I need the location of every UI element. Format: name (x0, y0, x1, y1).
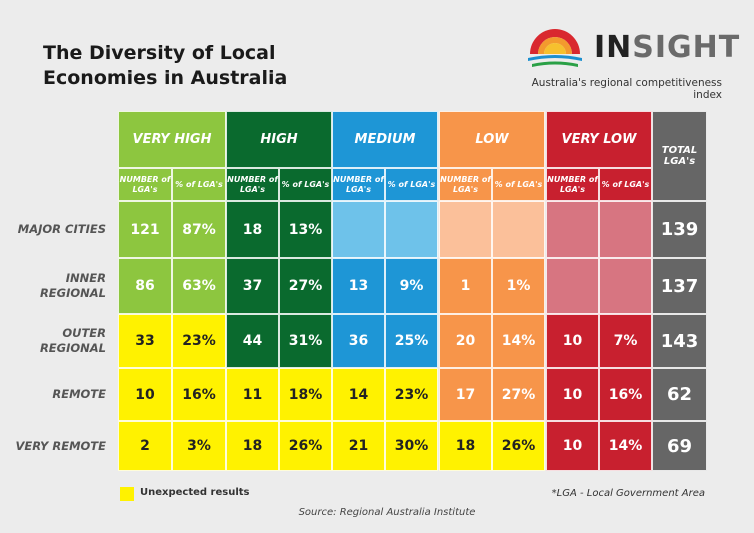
cell-number: 13 (332, 258, 385, 314)
cell-percent (599, 201, 652, 258)
cell-percent (599, 258, 652, 314)
subheader-percent: % of LGA's (172, 168, 226, 201)
cell-percent: 14% (492, 314, 545, 368)
column-header-medium: MEDIUM (332, 111, 438, 168)
column-header-high: HIGH (226, 111, 332, 168)
row-label: INNER REGIONAL (39, 271, 106, 300)
cell-number: 21 (332, 421, 385, 471)
row-label: VERY REMOTE (15, 438, 106, 453)
cell-number: 18 (226, 201, 279, 258)
cell-percent: 3% (172, 421, 226, 471)
column-header-total: TOTAL LGA's (652, 111, 707, 201)
cell-percent: 87% (172, 201, 226, 258)
source-note: Source: Regional Australia Institute (298, 507, 476, 518)
cell-number: 121 (118, 201, 172, 258)
subheader-percent: % of LGA's (599, 168, 652, 201)
cell-percent (492, 201, 545, 258)
column-header-low: LOW (439, 111, 545, 168)
cell-number: 36 (332, 314, 385, 368)
cell-number: 10 (546, 314, 599, 368)
cell-percent: 26% (279, 421, 332, 471)
subheader-percent: % of LGA's (279, 168, 332, 201)
cell-percent: 9% (385, 258, 438, 314)
logo-tagline: Australia's regional competitiveness ind… (531, 77, 722, 101)
cell-percent: 18% (279, 368, 332, 421)
cell-number (546, 258, 599, 314)
cell-percent: 27% (279, 258, 332, 314)
cell-number: 37 (226, 258, 279, 314)
cell-total: 69 (652, 421, 707, 471)
chart-title-line-1: The Diversity of Local (43, 42, 276, 64)
row-label: MAJOR CITIES (17, 222, 106, 236)
subheader-number: NUMBER of LGA's (332, 168, 385, 201)
row-label: REMOTE (52, 387, 106, 401)
subheader-number: NUMBER of LGA's (439, 168, 492, 201)
cell-number: 18 (226, 421, 279, 471)
rainbow-emblem-icon (528, 29, 582, 67)
logo-prefix: IN (594, 30, 633, 65)
cell-percent: 16% (172, 368, 226, 421)
cell-number (439, 201, 492, 258)
cell-percent: 23% (172, 314, 226, 368)
subheader-percent: % of LGA's (385, 168, 438, 201)
cell-number: 14 (332, 368, 385, 421)
subheader-number: NUMBER of LGA's (226, 168, 279, 201)
cell-percent: 30% (385, 421, 438, 471)
cell-total: 139 (652, 201, 707, 258)
cell-number (546, 201, 599, 258)
legend-swatch-unexpected (120, 487, 134, 501)
cell-total: 62 (652, 368, 707, 421)
cell-number: 10 (118, 368, 172, 421)
chart-title: The Diversity of Local Economies in Aust… (43, 41, 343, 91)
column-header-very-low: VERY LOW (546, 111, 652, 168)
cell-percent: 25% (385, 314, 438, 368)
cell-number: 86 (118, 258, 172, 314)
logo-suffix: SIGHT (632, 30, 741, 65)
cell-total: 137 (652, 258, 707, 314)
cell-percent: 26% (492, 421, 545, 471)
cell-number: 1 (439, 258, 492, 314)
cell-number: 10 (546, 421, 599, 471)
cell-number (332, 201, 385, 258)
logo-wordmark: INSIGHT (594, 30, 740, 65)
cell-percent (385, 201, 438, 258)
cell-percent: 27% (492, 368, 545, 421)
cell-number: 20 (439, 314, 492, 368)
cell-percent: 13% (279, 201, 332, 258)
row-label: OUTER REGIONAL (39, 326, 106, 355)
cell-percent: 7% (599, 314, 652, 368)
cell-total: 143 (652, 314, 707, 368)
cell-number: 10 (546, 368, 599, 421)
insight-logo: INSIGHT Australia's regional competitive… (522, 24, 739, 101)
cell-number: 2 (118, 421, 172, 471)
cell-number: 17 (439, 368, 492, 421)
cell-number: 44 (226, 314, 279, 368)
cell-percent: 16% (599, 368, 652, 421)
subheader-number: NUMBER of LGA's (118, 168, 172, 201)
cell-percent: 1% (492, 258, 545, 314)
cell-percent: 31% (279, 314, 332, 368)
cell-number: 11 (226, 368, 279, 421)
chart-title-line-2: Economies in Australia (43, 67, 288, 89)
cell-percent: 14% (599, 421, 652, 471)
cell-number: 33 (118, 314, 172, 368)
cell-number: 18 (439, 421, 492, 471)
cell-percent: 63% (172, 258, 226, 314)
column-header-very-high: VERY HIGH (118, 111, 226, 168)
subheader-number: NUMBER of LGA's (546, 168, 599, 201)
subheader-percent: % of LGA's (492, 168, 545, 201)
footnote: *LGA - Local Government Area (551, 488, 705, 499)
legend-label: Unexpected results (140, 487, 250, 498)
cell-percent: 23% (385, 368, 438, 421)
